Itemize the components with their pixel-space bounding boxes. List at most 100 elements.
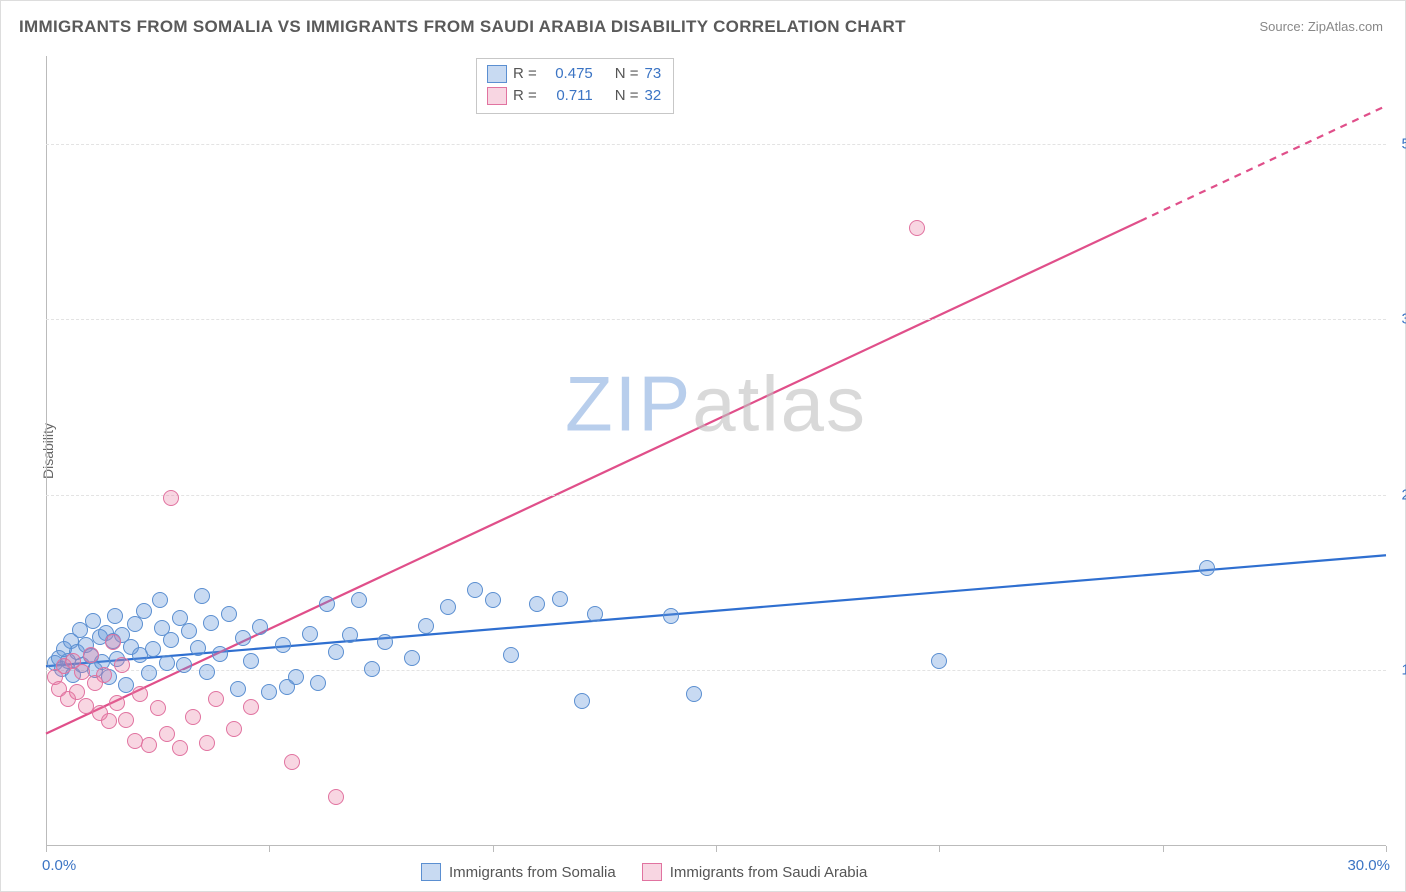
data-point (485, 592, 501, 608)
data-point (141, 737, 157, 753)
data-point (163, 632, 179, 648)
trend-line (1140, 106, 1386, 221)
chart-title: IMMIGRANTS FROM SOMALIA VS IMMIGRANTS FR… (19, 17, 906, 37)
data-point (221, 606, 237, 622)
correlation-legend: R = 0.475 N = 73R = 0.711 N = 32 (476, 58, 674, 114)
data-point (284, 754, 300, 770)
data-point (118, 712, 134, 728)
data-point (107, 608, 123, 624)
data-point (328, 789, 344, 805)
plot-area: Disability 0.0% 30.0% ZIPatlas R =0.475N… (46, 56, 1386, 846)
data-point (418, 618, 434, 634)
legend-swatch (421, 863, 441, 881)
y-tick-label: 25.0% (1401, 486, 1406, 503)
x-tick (46, 846, 47, 852)
data-point (83, 647, 99, 663)
data-point (212, 646, 228, 662)
data-point (208, 691, 224, 707)
data-point (194, 588, 210, 604)
legend-swatch (487, 87, 507, 105)
n-value: 73 (645, 63, 662, 85)
legend-swatch (487, 65, 507, 83)
data-point (109, 695, 125, 711)
data-point (252, 619, 268, 635)
data-point (574, 693, 590, 709)
data-point (1199, 560, 1215, 576)
data-point (159, 655, 175, 671)
data-point (351, 592, 367, 608)
data-point (141, 665, 157, 681)
data-point (176, 657, 192, 673)
data-point (230, 681, 246, 697)
data-point (243, 653, 259, 669)
y-tick-label: 37.5% (1401, 311, 1406, 328)
data-point (159, 726, 175, 742)
trend-line (46, 555, 1386, 666)
legend-row: R = 0.475 N = 73 (487, 63, 661, 85)
data-point (203, 615, 219, 631)
data-point (185, 709, 201, 725)
series-legend-label: Immigrants from Saudi Arabia (670, 864, 868, 881)
data-point (226, 721, 242, 737)
source-label: Source: ZipAtlas.com (1259, 19, 1383, 34)
data-point (909, 220, 925, 236)
x-max-label: 30.0% (1347, 857, 1390, 874)
data-point (310, 675, 326, 691)
y-tick-label: 50.0% (1401, 135, 1406, 152)
trend-lines-layer (46, 56, 1386, 846)
r-label: R = (513, 63, 537, 85)
data-point (199, 664, 215, 680)
data-point (114, 657, 130, 673)
data-point (136, 603, 152, 619)
data-point (931, 653, 947, 669)
gridline (46, 495, 1386, 496)
series-legend: Immigrants from Somalia Immigrants from S… (421, 863, 867, 881)
data-point (328, 644, 344, 660)
data-point (150, 700, 166, 716)
data-point (440, 599, 456, 615)
data-point (467, 582, 483, 598)
r-value: 0.711 (543, 85, 593, 107)
data-point (404, 650, 420, 666)
data-point (181, 623, 197, 639)
data-point (529, 596, 545, 612)
data-point (377, 634, 393, 650)
x-tick (1163, 846, 1164, 852)
gridline (46, 319, 1386, 320)
x-tick (716, 846, 717, 852)
n-value: 32 (645, 85, 662, 107)
data-point (145, 641, 161, 657)
data-point (342, 627, 358, 643)
data-point (199, 735, 215, 751)
series-legend-item: Immigrants from Somalia (421, 863, 616, 881)
data-point (686, 686, 702, 702)
data-point (163, 490, 179, 506)
legend-row: R =0.711N =32 (487, 85, 661, 107)
x-min-label: 0.0% (42, 857, 76, 874)
data-point (152, 592, 168, 608)
y-tick-label: 12.5% (1401, 662, 1406, 679)
x-tick (1386, 846, 1387, 852)
x-tick (269, 846, 270, 852)
data-point (261, 684, 277, 700)
data-point (190, 640, 206, 656)
series-legend-label: Immigrants from Somalia (449, 864, 616, 881)
data-point (132, 686, 148, 702)
data-point (319, 596, 335, 612)
n-label: N = (615, 63, 639, 85)
data-point (302, 626, 318, 642)
data-point (587, 606, 603, 622)
data-point (552, 591, 568, 607)
x-tick (493, 846, 494, 852)
chart-frame: IMMIGRANTS FROM SOMALIA VS IMMIGRANTS FR… (0, 0, 1406, 892)
r-value: 0.475 (543, 63, 593, 85)
data-point (503, 647, 519, 663)
legend-swatch (642, 863, 662, 881)
data-point (105, 634, 121, 650)
data-point (288, 669, 304, 685)
trend-line (46, 221, 1140, 734)
data-point (235, 630, 251, 646)
r-label: R = (513, 85, 537, 107)
data-point (101, 713, 117, 729)
gridline (46, 144, 1386, 145)
